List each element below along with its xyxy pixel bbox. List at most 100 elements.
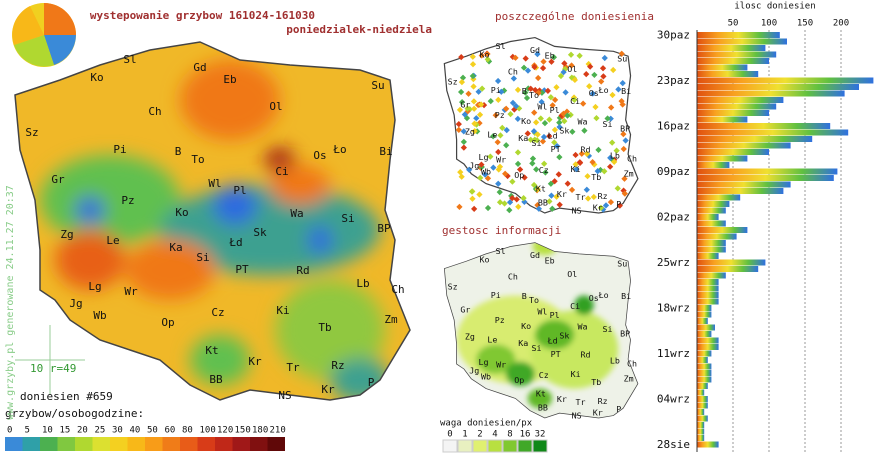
report-dot: [621, 190, 628, 197]
city-label: Gr: [51, 173, 65, 186]
bar: [697, 311, 712, 318]
bar: [697, 97, 784, 103]
report-dot: [465, 90, 472, 97]
report-dot: [456, 203, 463, 211]
city-label: Lg: [479, 357, 489, 367]
city-label: Cz: [211, 306, 224, 319]
city-label: Tb: [318, 321, 331, 334]
city-label: Ch: [508, 271, 518, 281]
city-label: Ch: [508, 66, 518, 76]
report-dot: [460, 144, 467, 151]
y-tick-label: 25wrz: [657, 256, 690, 269]
report-dot: [495, 148, 502, 156]
city-label: Ch: [391, 283, 404, 296]
city-label: Si: [196, 251, 209, 264]
city-label: Ki: [571, 164, 581, 174]
bar: [697, 415, 708, 422]
report-dot: [589, 90, 596, 97]
city-label: Ło: [598, 290, 609, 300]
report-dot: [537, 115, 544, 122]
legend-label: 32: [535, 430, 546, 440]
bar: [697, 90, 845, 97]
report-dot: [549, 102, 556, 109]
bar: [697, 370, 712, 376]
bar: [697, 441, 719, 448]
bar: [697, 305, 712, 311]
city-label: Su: [617, 54, 627, 64]
city-label: Tr: [576, 192, 586, 202]
city-label: B: [522, 291, 527, 301]
city-label: Pz: [495, 110, 505, 120]
legend-label: 150: [235, 426, 251, 436]
city-label: P: [616, 404, 621, 414]
bar: [697, 207, 726, 214]
bar: [697, 357, 708, 363]
city-label: B: [522, 86, 527, 96]
bar: [697, 227, 748, 233]
city-label: Op: [514, 375, 524, 385]
y-tick-label: 30paz: [657, 28, 690, 41]
x-tick-label: 150: [797, 19, 813, 29]
bar: [697, 409, 705, 415]
legend-label: 25: [95, 426, 106, 436]
city-label: Sk: [253, 226, 267, 239]
y-tick-label: 16paz: [657, 119, 690, 132]
bar: [697, 298, 719, 305]
report-dot: [503, 105, 510, 112]
city-label: Ci: [570, 301, 580, 311]
y-tick-label: 09paz: [657, 165, 690, 178]
legend-swatch: [5, 437, 23, 451]
report-dot: [513, 196, 520, 203]
scale-note: 10 r=49: [30, 362, 76, 375]
title: wystepowanie grzybow 161024-161030: [90, 9, 315, 22]
bar: [697, 194, 741, 201]
y-tick-label: 11wrz: [657, 347, 690, 360]
bar: [697, 110, 769, 116]
city-label: Ch: [627, 154, 637, 164]
city-label: Gr: [460, 305, 470, 315]
bar: [697, 77, 874, 84]
bar: [697, 383, 708, 389]
report-dot: [512, 54, 519, 61]
report-dot: [548, 192, 555, 199]
bar: [697, 246, 726, 253]
report-dot: [541, 120, 549, 127]
bar: [697, 253, 719, 259]
city-label: Ch: [627, 359, 637, 369]
report-dot: [540, 133, 548, 141]
city-label: Jg: [69, 297, 82, 310]
bar: [697, 38, 787, 45]
bar: [697, 337, 719, 344]
bar: [697, 149, 769, 155]
report-dot: [496, 199, 504, 206]
city-label: Wa: [290, 207, 303, 220]
report-dot: [495, 96, 502, 104]
city-label: Ki: [571, 369, 581, 379]
city-label: Kr: [593, 203, 603, 213]
city-label: Tb: [591, 377, 601, 387]
legend-label: 1: [462, 430, 467, 440]
city-label: Wb: [481, 371, 491, 381]
legend-swatch: [145, 437, 163, 451]
city-label: Pi: [491, 290, 501, 300]
city-label: Rd: [580, 349, 590, 359]
city-label: Kr: [593, 408, 603, 418]
logo: [12, 3, 76, 67]
legend-swatch: [92, 437, 110, 451]
y-tick-label: 28sie: [657, 438, 690, 451]
city-label: Cz: [539, 370, 549, 380]
density-legend-title: waga doniesien/px: [440, 419, 533, 429]
bar: [697, 51, 777, 58]
city-label: Ka: [518, 133, 528, 143]
report-dot: [503, 142, 510, 149]
city-label: Ko: [480, 50, 490, 60]
legend-label: 60: [165, 426, 176, 436]
city-label: BB: [538, 198, 548, 208]
report-dot: [468, 188, 476, 195]
bar: [697, 129, 849, 136]
report-dot: [495, 180, 502, 187]
city-label: Rd: [296, 264, 309, 277]
legend-label: 40: [130, 426, 141, 436]
city-label: Łd: [228, 236, 242, 249]
bar: [697, 201, 730, 207]
